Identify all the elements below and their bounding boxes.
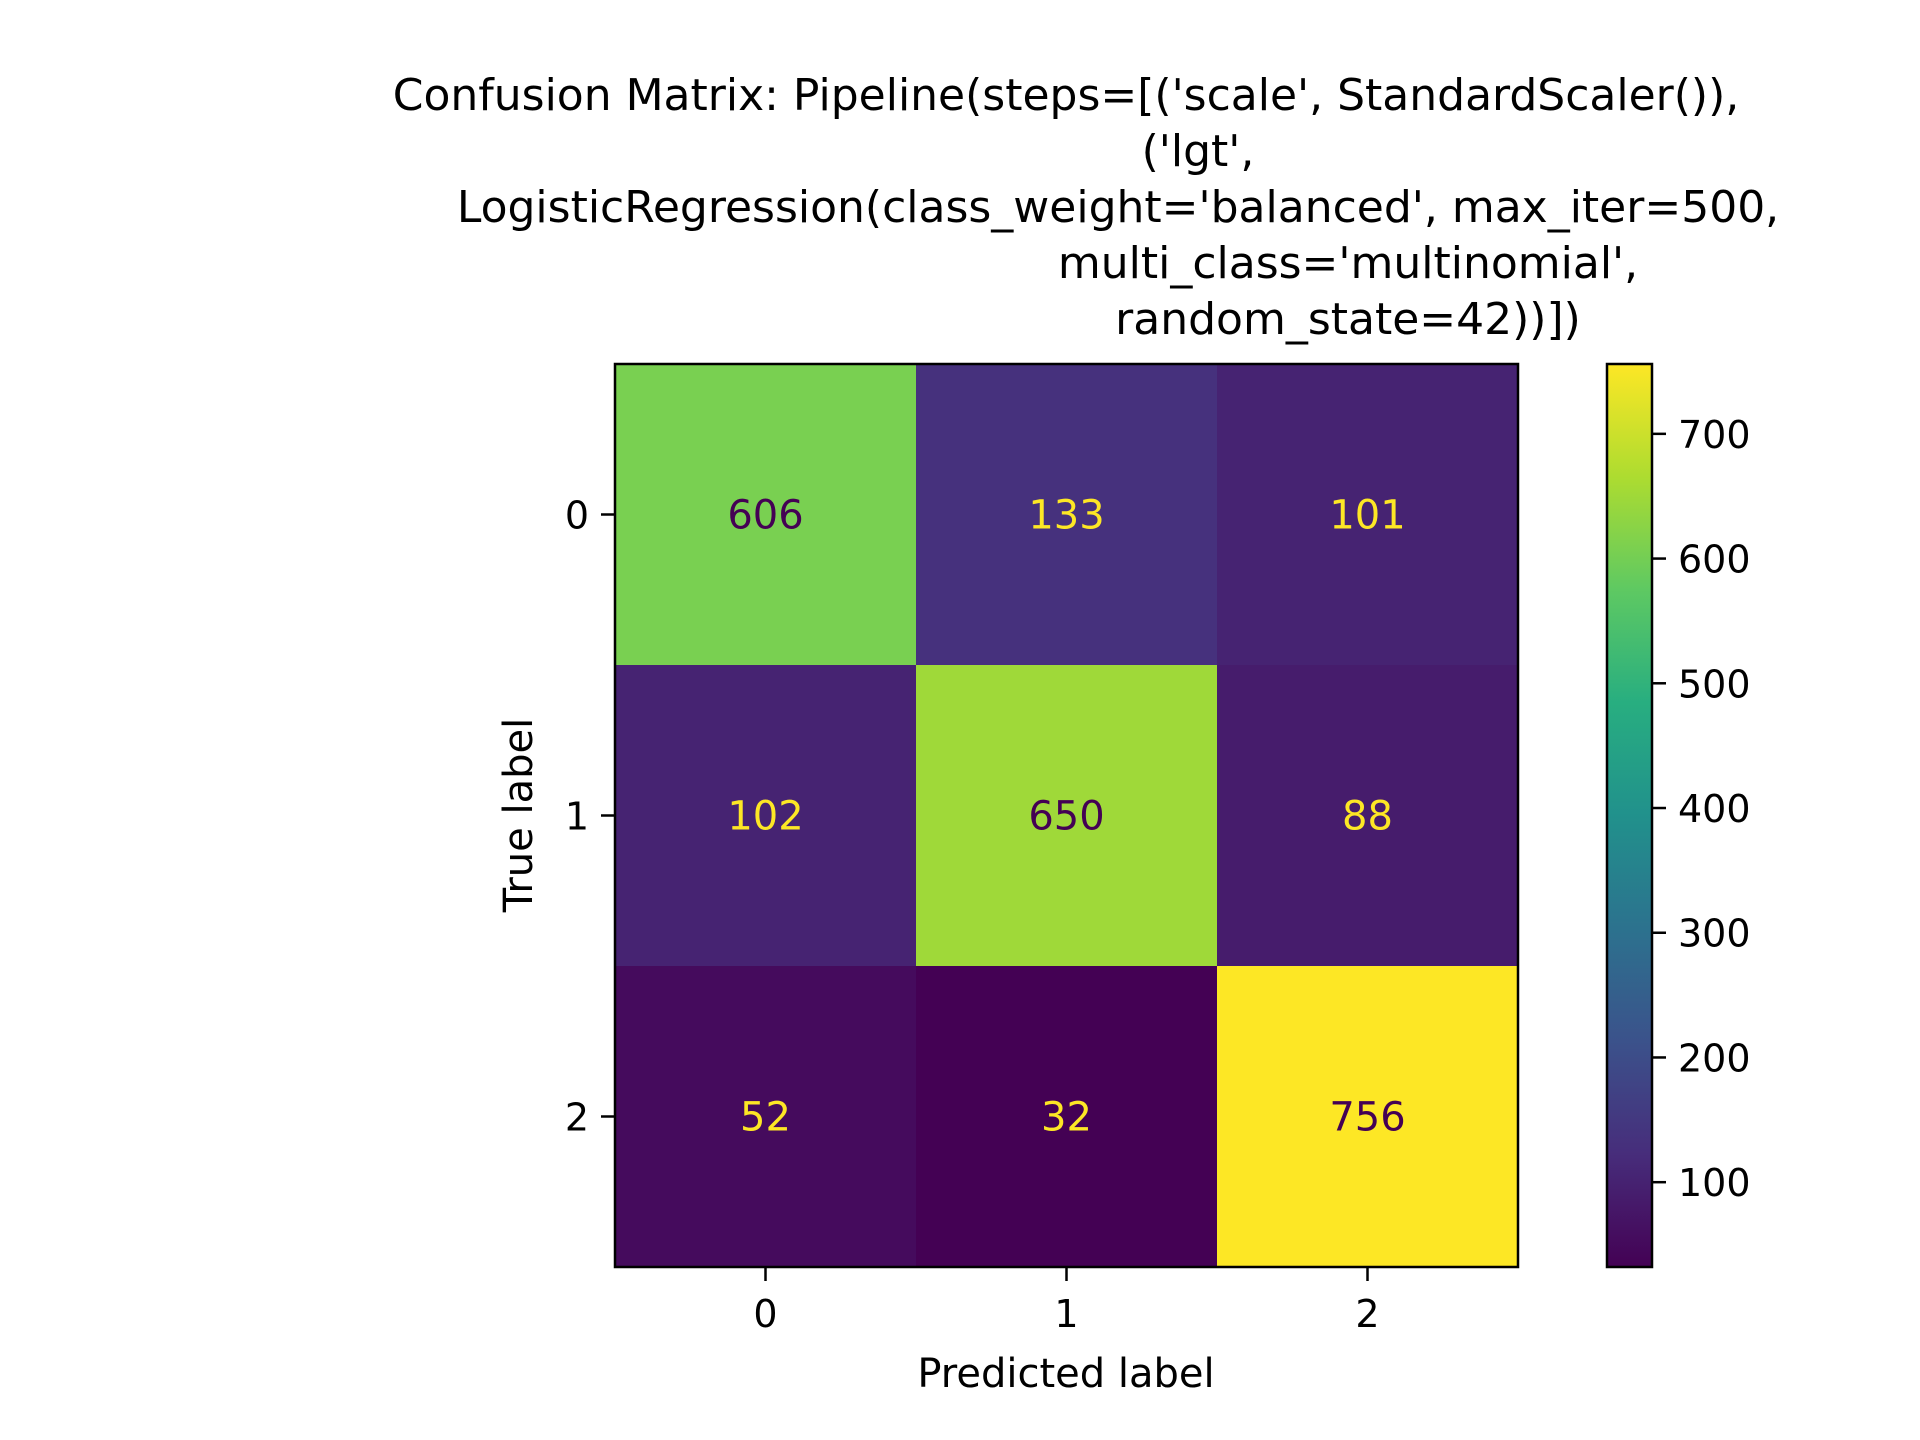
colorbar-tick-label: 100 bbox=[1678, 1161, 1751, 1205]
y-tick-label: 0 bbox=[565, 494, 589, 538]
x-tick-label: 2 bbox=[1355, 1292, 1379, 1336]
title-line: multi_class='multinomial', bbox=[1058, 238, 1638, 289]
colorbar-tick-label: 500 bbox=[1678, 662, 1751, 706]
heatmap-cells bbox=[615, 364, 1519, 1268]
heatmap-cell bbox=[916, 966, 1218, 1268]
colorbar-ticks: 100 200 300 400 500 600 700 bbox=[1652, 413, 1751, 1205]
colorbar-tick-label: 200 bbox=[1678, 1036, 1751, 1080]
heatmap-cell-labels: 606 133 101 102 650 88 52 32 756 bbox=[727, 493, 1405, 1141]
colorbar-tick-label: 700 bbox=[1678, 413, 1751, 457]
colorbar-tick-label: 300 bbox=[1678, 912, 1751, 956]
cell-value-label: 52 bbox=[740, 1095, 791, 1141]
x-axis-ticks: 0 1 2 bbox=[753, 1267, 1380, 1336]
heatmap-cell bbox=[615, 364, 917, 666]
cell-value-label: 650 bbox=[1028, 794, 1104, 840]
cell-value-label: 756 bbox=[1329, 1095, 1405, 1141]
colorbar-tick-label: 400 bbox=[1678, 787, 1751, 831]
x-tick-label: 1 bbox=[1054, 1292, 1078, 1336]
y-axis-label: True label bbox=[496, 718, 542, 913]
x-axis-label: Predicted label bbox=[917, 1351, 1214, 1397]
cell-value-label: 101 bbox=[1329, 493, 1405, 539]
y-tick-label: 1 bbox=[565, 795, 589, 839]
heatmap-cell bbox=[615, 665, 917, 967]
y-axis-ticks: 0 1 2 bbox=[565, 494, 615, 1140]
colorbar bbox=[1605, 362, 1654, 1269]
heatmap-cell bbox=[916, 665, 1218, 967]
cell-value-label: 606 bbox=[727, 493, 803, 539]
title-line: Confusion Matrix: Pipeline(steps=[('scal… bbox=[393, 70, 1740, 121]
heatmap-cell bbox=[1217, 364, 1519, 666]
chart-title: Confusion Matrix: Pipeline(steps=[('scal… bbox=[393, 70, 1779, 345]
cell-value-label: 32 bbox=[1041, 1095, 1092, 1141]
cell-value-label: 102 bbox=[727, 794, 803, 840]
cell-value-label: 133 bbox=[1028, 493, 1104, 539]
heatmap-cell bbox=[916, 364, 1218, 666]
x-tick-label: 0 bbox=[753, 1292, 777, 1336]
title-line: LogisticRegression(class_weight='balance… bbox=[457, 182, 1779, 233]
title-line: ('lgt', bbox=[1142, 126, 1255, 177]
heatmap-cell bbox=[1217, 665, 1519, 967]
cell-value-label: 88 bbox=[1342, 794, 1393, 840]
heatmap-cell bbox=[1217, 966, 1519, 1268]
heatmap-cell bbox=[615, 966, 917, 1268]
colorbar-tick-label: 600 bbox=[1678, 538, 1751, 582]
y-tick-label: 2 bbox=[565, 1096, 589, 1140]
title-line: random_state=42))]) bbox=[1115, 294, 1581, 345]
